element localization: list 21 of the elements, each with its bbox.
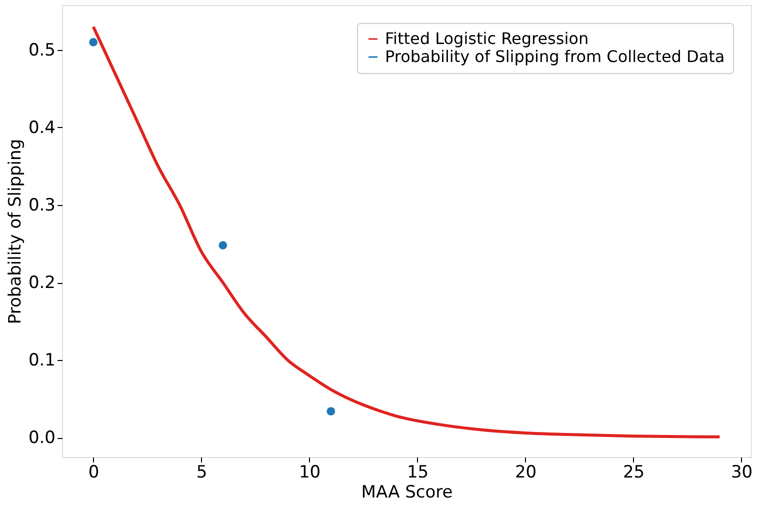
- y-axis-title: Probability of Slipping: [5, 138, 26, 324]
- x-tick-label: 0: [88, 462, 100, 482]
- legend-label: Probability of Slipping from Collected Data: [385, 47, 725, 66]
- x-tick-label: 10: [298, 462, 321, 482]
- x-axis-title: MAA Score: [361, 482, 453, 502]
- y-tick-label: 0.2: [28, 273, 56, 294]
- x-tick-label: 5: [196, 462, 208, 482]
- y-tick-label: 0.1: [28, 350, 56, 371]
- y-tick-label: 0.0: [28, 428, 56, 448]
- legend-label: Fitted Logistic Regression: [385, 29, 589, 48]
- x-tick-label: 15: [406, 462, 429, 482]
- y-tick-label: 0.5: [28, 40, 56, 60]
- point: [89, 38, 98, 46]
- x-tick-label: 30: [730, 462, 753, 482]
- point: [218, 241, 228, 250]
- y-tick-label: 0.3: [28, 196, 56, 216]
- line-series: [92, 25, 722, 438]
- y-tick-label: 0.4: [28, 118, 56, 138]
- x-tick-label: 25: [622, 462, 645, 482]
- x-tick-label: 20: [514, 462, 537, 482]
- point: [326, 407, 336, 416]
